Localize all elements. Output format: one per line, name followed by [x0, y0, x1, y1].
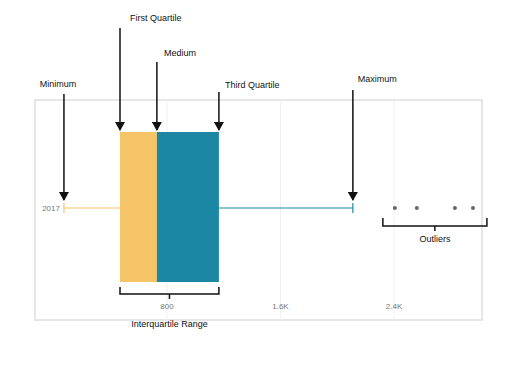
annotation-arrow: [119, 28, 121, 130]
min-cap: [63, 203, 64, 213]
annotation-arrow: [63, 94, 65, 200]
grid-line: [394, 100, 395, 320]
tick-label: 1.6K: [272, 302, 289, 311]
tick-label: 2.4K: [386, 302, 403, 311]
annotation-arrow: [156, 62, 158, 130]
annotation-arrow: [218, 92, 220, 130]
annotation: Minimum: [40, 79, 77, 89]
annotation: Outliers: [419, 234, 451, 244]
box-lower: [120, 132, 157, 282]
annotation: First Quartile: [130, 13, 182, 23]
outlier: [453, 206, 457, 210]
annotation-arrow: [352, 90, 354, 200]
outlier: [415, 206, 419, 210]
lower-whisker: [64, 207, 120, 208]
max-cap: [352, 203, 353, 213]
marks: [64, 132, 475, 282]
upper-whisker: [219, 207, 353, 208]
outlier: [393, 206, 397, 210]
grid-line: [280, 100, 281, 320]
outliers-brace: [383, 218, 487, 231]
chart: 800 1.6K 2.4K 2017 Minimum First Quartile Medi…: [0, 0, 516, 365]
outlier: [471, 206, 475, 210]
iqr-brace: [120, 287, 219, 299]
box-upper: [157, 132, 219, 282]
annotation: Maximum: [358, 74, 397, 84]
plot-frame: [35, 100, 482, 320]
category-label: 2017: [42, 204, 60, 213]
annotation: Medium: [164, 48, 196, 58]
annotation: Interquartile Range: [131, 319, 208, 329]
annotation: Third Quartile: [225, 80, 280, 90]
tick-label: 800: [160, 302, 174, 311]
